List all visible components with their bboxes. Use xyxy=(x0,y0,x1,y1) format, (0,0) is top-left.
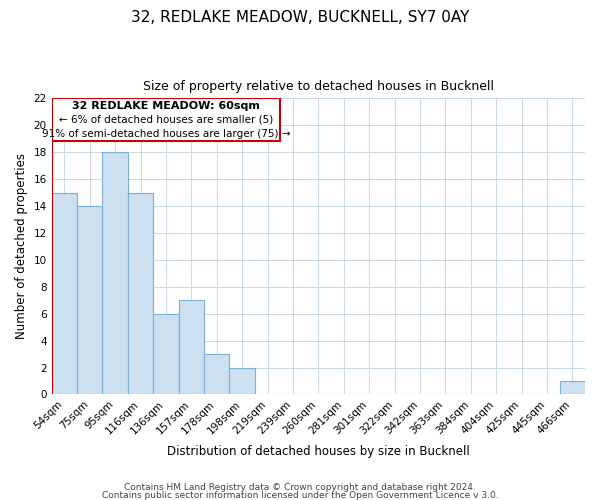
Title: Size of property relative to detached houses in Bucknell: Size of property relative to detached ho… xyxy=(143,80,494,93)
X-axis label: Distribution of detached houses by size in Bucknell: Distribution of detached houses by size … xyxy=(167,444,470,458)
Text: 32 REDLAKE MEADOW: 60sqm: 32 REDLAKE MEADOW: 60sqm xyxy=(72,101,260,111)
Bar xyxy=(229,368,255,394)
Text: 91% of semi-detached houses are larger (75) →: 91% of semi-detached houses are larger (… xyxy=(42,128,290,138)
Bar xyxy=(204,354,229,395)
Text: Contains HM Land Registry data © Crown copyright and database right 2024.: Contains HM Land Registry data © Crown c… xyxy=(124,484,476,492)
Text: Contains public sector information licensed under the Open Government Licence v : Contains public sector information licen… xyxy=(101,490,499,500)
FancyBboxPatch shape xyxy=(52,98,280,142)
Bar xyxy=(560,381,585,394)
Bar xyxy=(77,206,103,394)
Bar xyxy=(128,192,153,394)
Bar xyxy=(179,300,204,394)
Bar xyxy=(52,192,77,394)
Bar xyxy=(153,314,179,394)
Y-axis label: Number of detached properties: Number of detached properties xyxy=(15,154,28,340)
Text: ← 6% of detached houses are smaller (5): ← 6% of detached houses are smaller (5) xyxy=(59,115,273,125)
Bar xyxy=(103,152,128,394)
Text: 32, REDLAKE MEADOW, BUCKNELL, SY7 0AY: 32, REDLAKE MEADOW, BUCKNELL, SY7 0AY xyxy=(131,10,469,25)
